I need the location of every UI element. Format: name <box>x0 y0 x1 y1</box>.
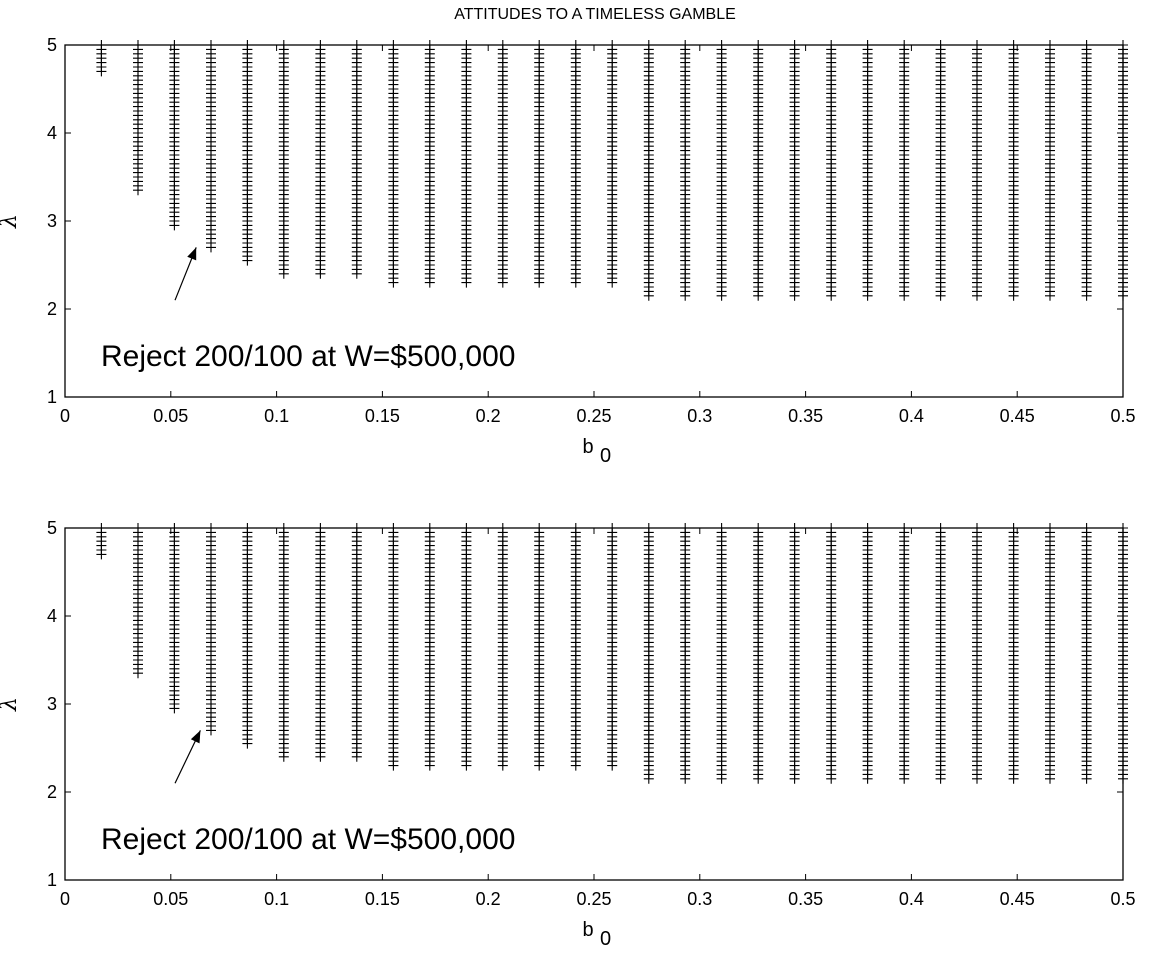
y-tick-label: 1 <box>47 387 57 407</box>
x-tick-label: 0.05 <box>153 889 188 909</box>
y-axis-label: λ <box>0 697 22 712</box>
x-tick-label: 0.3 <box>687 406 712 426</box>
y-tick-label: 2 <box>47 782 57 802</box>
x-tick-label: 0.45 <box>1000 406 1035 426</box>
y-tick-label: 4 <box>47 123 57 143</box>
x-axis-label: b <box>582 919 593 941</box>
annotation-text: Reject 200/100 at W=$500,000 <box>101 340 515 373</box>
x-tick-label: 0.45 <box>1000 889 1035 909</box>
x-axis-label-subscript: 0 <box>600 928 611 950</box>
chart-panel-1: 0 0.05 0.1 0.15 0.2 0.25 0.3 0.35 0.4 0.45 0.5 1 2 3 4… <box>0 35 1136 467</box>
x-tick-label: 0 <box>60 406 70 426</box>
x-tick-label: 0.3 <box>687 889 712 909</box>
x-tick-label: 0.15 <box>365 406 400 426</box>
y-tick-label: 4 <box>47 606 57 626</box>
annotation-text: Reject 200/100 at W=$500,000 <box>101 823 515 856</box>
annotation-arrowhead <box>190 730 201 744</box>
chart-panel-2: 0 0.05 0.1 0.15 0.2 0.25 0.3 0.35 0.4 0.45 0.5 1 2 3 4… <box>0 518 1136 950</box>
x-tick-label: 0.35 <box>788 406 823 426</box>
x-tick-label: 0.25 <box>576 889 611 909</box>
x-tick-label: 0.1 <box>264 406 289 426</box>
y-tick-label: 2 <box>47 299 57 319</box>
y-tick-label: 5 <box>47 518 57 538</box>
x-tick-label: 0.05 <box>153 406 188 426</box>
y-tick-label: 3 <box>47 694 57 714</box>
y-axis-label: λ <box>0 214 22 229</box>
x-tick-label: 0.35 <box>788 889 823 909</box>
y-tick-label: 1 <box>47 870 57 890</box>
x-tick-label: 0.25 <box>576 406 611 426</box>
annotation-arrowhead <box>187 247 197 261</box>
x-axis-label-subscript: 0 <box>600 445 611 467</box>
x-tick-label: 0.2 <box>476 406 501 426</box>
x-tick-label: 0.15 <box>365 889 400 909</box>
x-tick-label: 0.4 <box>899 406 924 426</box>
x-tick-label: 0.2 <box>476 889 501 909</box>
figure-title: ATTITUDES TO A TIMELESS GAMBLE <box>454 6 736 23</box>
data-series <box>96 523 1128 784</box>
x-tick-label: 0.4 <box>899 889 924 909</box>
x-axis-label: b <box>582 436 593 458</box>
x-tick-label: 0 <box>60 889 70 909</box>
y-tick-label: 3 <box>47 211 57 231</box>
y-tick-label: 5 <box>47 35 57 55</box>
data-series <box>96 40 1128 301</box>
x-tick-label: 0.5 <box>1110 889 1135 909</box>
x-tick-label: 0.5 <box>1110 406 1135 426</box>
x-tick-label: 0.1 <box>264 889 289 909</box>
